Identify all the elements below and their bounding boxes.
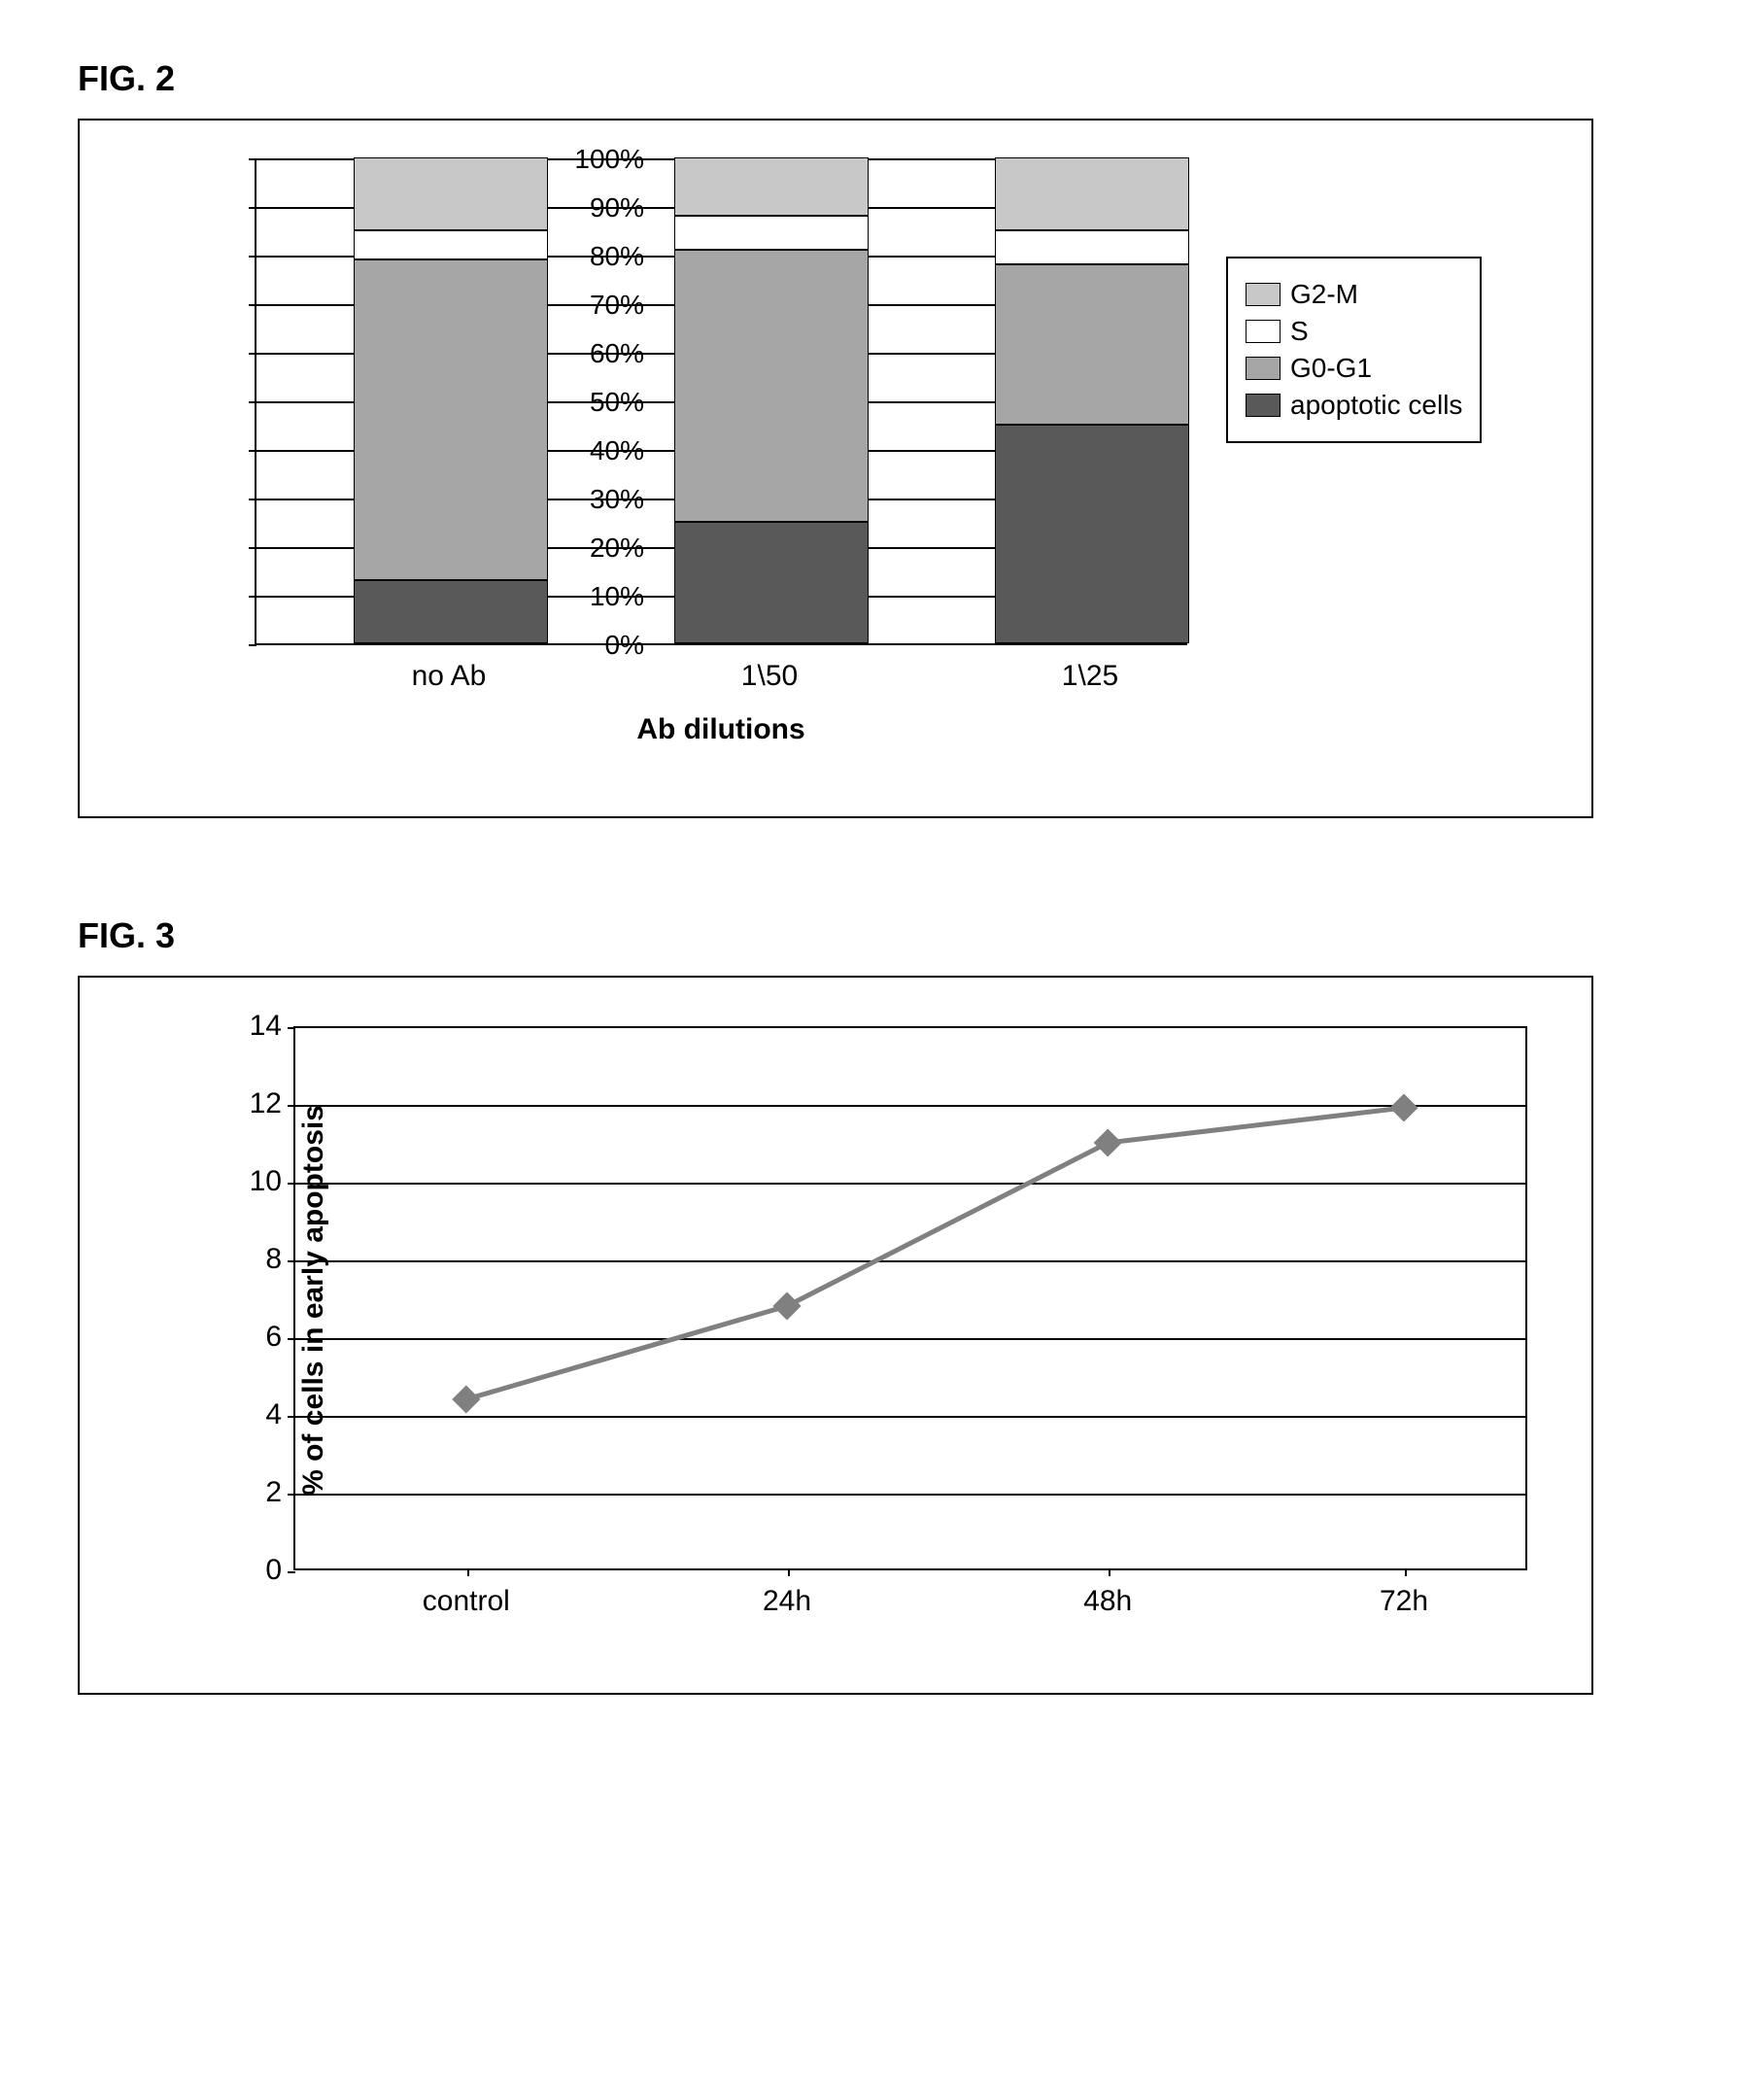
fig2-ytick-label: 10% [450, 581, 644, 612]
fig2-ytick-mark [249, 207, 256, 209]
fig3-title: FIG. 3 [78, 915, 1664, 956]
fig2-title: FIG. 2 [78, 58, 1664, 99]
fig3-ytick-label: 8 [265, 1243, 282, 1276]
fig3-marker-diamond-icon [453, 1386, 480, 1413]
fig2-ytick-label: 80% [450, 241, 644, 272]
fig2-ytick-label: 70% [450, 290, 644, 321]
fig3-ytick-label: 10 [250, 1165, 282, 1198]
fig2-bar-segment [674, 157, 869, 216]
fig2-ytick-label: 100% [450, 144, 644, 175]
fig2-ytick-label: 0% [450, 630, 644, 661]
fig2-legend-label: S [1290, 316, 1309, 347]
fig3-ytick-label: 14 [250, 1010, 282, 1043]
fig2-bar-segment [995, 230, 1189, 264]
fig2-legend-item: G2-M [1246, 279, 1462, 310]
fig2-legend-item: S [1246, 316, 1462, 347]
fig3-ytick-mark [288, 1571, 295, 1573]
fig2-category-label: 1\25 [1012, 660, 1168, 693]
fig2-ytick-mark [249, 256, 256, 258]
fig2-ytick-label: 50% [450, 387, 644, 418]
fig2-ytick-label: 20% [450, 533, 644, 564]
fig2-chart-box: G2-M S G0-G1 apoptotic cells Ab dilutions 0… [78, 119, 1593, 818]
fig2-bar [674, 157, 869, 643]
fig3-ytick-label: 4 [265, 1398, 282, 1431]
fig2-ytick-mark [249, 547, 256, 549]
fig2-category-label: 1\50 [692, 660, 847, 693]
fig3-ytick-label: 2 [265, 1476, 282, 1509]
fig2-xaxis-title: Ab dilutions [255, 713, 1187, 746]
fig3-ytick-label: 12 [250, 1087, 282, 1120]
fig2-ytick-label: 40% [450, 435, 644, 466]
fig2-bar-segment [995, 425, 1189, 643]
fig2-bar-segment [674, 216, 869, 250]
fig3-category-label: 72h [1380, 1585, 1428, 1618]
fig3-ytick-label: 0 [265, 1554, 282, 1587]
fig2-legend: G2-M S G0-G1 apoptotic cells [1226, 257, 1482, 443]
fig3-line-svg [293, 1026, 1527, 1570]
fig2-ytick-mark [249, 158, 256, 160]
fig2-ytick-mark [249, 304, 256, 306]
fig2-plot-area [255, 159, 1187, 645]
fig2-bar-segment [674, 522, 869, 643]
fig2-ytick-mark [249, 596, 256, 598]
fig3-yaxis-title: % of cells in early apoptosis [297, 1105, 330, 1496]
fig2-ytick-label: 60% [450, 338, 644, 369]
fig2-legend-swatch [1246, 394, 1281, 417]
fig2-legend-item: apoptotic cells [1246, 390, 1462, 421]
fig2-ytick-mark [249, 450, 256, 452]
fig3-category-label: control [423, 1585, 510, 1618]
fig2-legend-swatch [1246, 357, 1281, 380]
fig3-category-label: 48h [1083, 1585, 1132, 1618]
fig2-legend-label: G2-M [1290, 279, 1358, 310]
fig2-bar-segment [995, 264, 1189, 425]
fig2-legend-swatch [1246, 320, 1281, 343]
fig2-legend-swatch [1246, 283, 1281, 306]
fig2-legend-label: apoptotic cells [1290, 390, 1462, 421]
fig3-marker-diamond-icon [1390, 1094, 1418, 1121]
fig3-chart-box: 02468101214control24h48h72h % of cells i… [78, 976, 1593, 1695]
fig2-legend-label: G0-G1 [1290, 353, 1372, 384]
fig3-ytick-label: 6 [265, 1321, 282, 1354]
fig2-bar [995, 157, 1189, 643]
fig2-bar-segment [674, 250, 869, 522]
fig2-ytick-mark [249, 353, 256, 355]
fig2-ytick-label: 30% [450, 484, 644, 515]
fig2-category-label: no Ab [371, 660, 527, 693]
fig3-category-label: 24h [763, 1585, 811, 1618]
fig2-ytick-label: 90% [450, 192, 644, 224]
fig3-marker-diamond-icon [773, 1292, 801, 1320]
fig2-ytick-mark [249, 499, 256, 500]
fig2-ytick-mark [249, 401, 256, 403]
fig3-marker-diamond-icon [1094, 1129, 1121, 1156]
fig3-line [466, 1108, 1404, 1399]
fig2-ytick-mark [249, 644, 256, 646]
fig3-plot-container: 02468101214control24h48h72h [293, 1026, 1527, 1570]
fig2-bar-segment [995, 157, 1189, 230]
fig2-legend-item: G0-G1 [1246, 353, 1462, 384]
